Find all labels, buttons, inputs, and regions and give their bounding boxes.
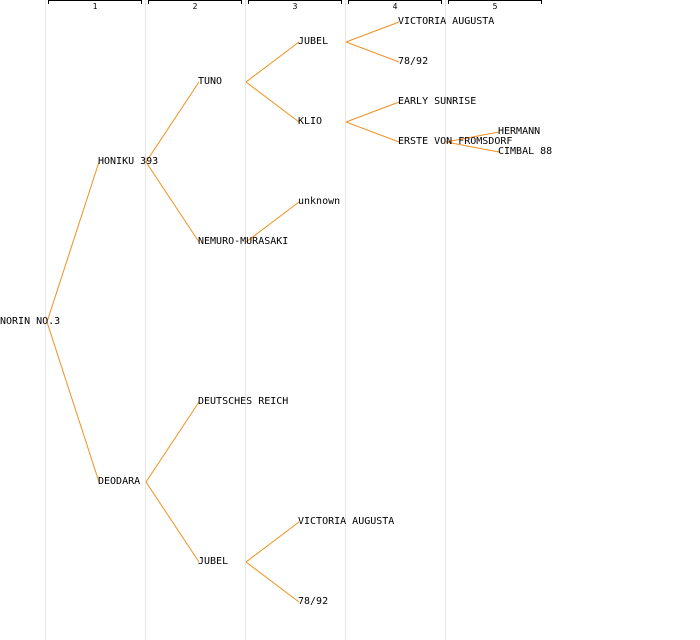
pedigree-node: VICTORIA AUGUSTA: [398, 16, 495, 27]
pedigree-node: HONIKU 393: [98, 156, 159, 167]
pedigree-node: CIMBAL 88: [498, 146, 553, 157]
pedigree-node: DEODARA: [98, 476, 141, 487]
pedigree-edge: [245, 521, 300, 563]
pedigree-edge: [345, 41, 400, 63]
generation-number: 4: [392, 2, 398, 11]
generation-divider: [245, 0, 246, 640]
pedigree-edge: [245, 81, 300, 123]
generation-number: 3: [292, 2, 298, 11]
generation-divider: [445, 0, 446, 640]
pedigree-edge: [245, 41, 300, 83]
pedigree-edge: [245, 561, 300, 603]
pedigree-edge: [46, 161, 100, 323]
pedigree-node: JUBEL: [198, 556, 229, 567]
pedigree-node: 78/92: [298, 596, 329, 607]
pedigree-node: NEMURO-MURASAKI: [198, 236, 289, 247]
generation-divider: [345, 0, 346, 640]
generation-header: 1: [48, 0, 142, 13]
generation-header: 2: [148, 0, 242, 13]
pedigree-edge: [245, 201, 300, 243]
pedigree-edge: [145, 81, 200, 163]
generation-header: 3: [248, 0, 342, 13]
pedigree-node: DEUTSCHES REICH: [198, 396, 289, 407]
pedigree-edge: [345, 101, 400, 123]
pedigree-edge: [145, 401, 200, 483]
pedigree-edge: [345, 121, 400, 143]
generation-number: 1: [92, 2, 98, 11]
pedigree-edge: [46, 321, 100, 483]
pedigree-node: unknown: [298, 196, 341, 207]
generation-number: 2: [192, 2, 198, 11]
pedigree-node: JUBEL: [298, 36, 329, 47]
generation-header: 5: [448, 0, 542, 13]
generation-number: 5: [492, 2, 498, 11]
generation-header: 4: [348, 0, 442, 13]
pedigree-edge: [345, 21, 400, 43]
pedigree-node: 78/92: [398, 56, 429, 67]
pedigree-edge: [445, 141, 500, 153]
pedigree-edge: [445, 131, 500, 143]
pedigree-node: EARLY SUNRISE: [398, 96, 477, 107]
generation-divider: [145, 0, 146, 640]
pedigree-node: ERSTE VON FROMSDORF: [398, 136, 513, 147]
pedigree-edge: [145, 481, 200, 563]
pedigree-node: NORIN NO.3: [0, 316, 61, 327]
pedigree-edge: [145, 161, 200, 243]
pedigree-node: KLIO: [298, 116, 323, 127]
pedigree-node: VICTORIA AUGUSTA: [298, 516, 395, 527]
pedigree-node: HERMANN: [498, 126, 541, 137]
pedigree-node: TUNO: [198, 76, 223, 87]
generation-divider: [45, 0, 46, 640]
